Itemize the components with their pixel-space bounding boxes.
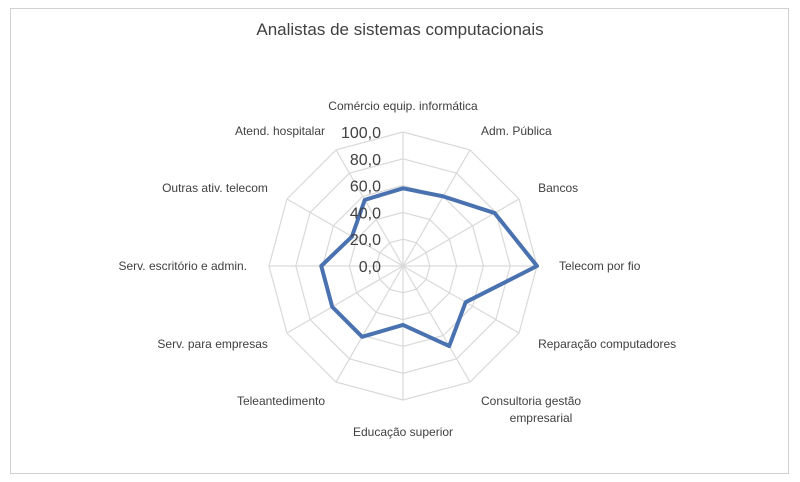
category-label: Bancos (538, 181, 578, 195)
category-label: Reparação computadores (538, 337, 676, 351)
series-layer (319, 186, 539, 349)
category-label: Teleantedimento (237, 394, 325, 408)
category-label: Serv. para empresas (157, 337, 268, 351)
grid-spoke (335, 149, 404, 267)
tick-label: 20,0 (350, 232, 381, 249)
category-label: Comércio equip. informática (328, 99, 478, 113)
chart-title: Analistas de sistemas computacionais (256, 20, 544, 39)
tick-label: 40,0 (350, 205, 381, 222)
tick-labels: 0,0 20,0 40,0 60,0 80,0 100,0 (341, 125, 381, 276)
category-label: Serv. escritório e admin. (119, 259, 248, 273)
grid-spoke (335, 265, 404, 383)
grid-spoke (402, 198, 520, 267)
category-label: Atend. hospitalar (235, 124, 325, 138)
radar-grid (268, 131, 538, 401)
grid-spoke (286, 198, 404, 267)
chart-frame (10, 8, 789, 474)
category-label: Adm. Pública (481, 124, 552, 138)
category-label: Educação superior (353, 425, 453, 439)
grid-spoke (402, 265, 520, 334)
tick-label: 80,0 (350, 152, 381, 169)
category-label: Consultoria gestão empresarial (481, 394, 581, 425)
tick-label: 60,0 (350, 179, 381, 196)
grid-spoke (402, 265, 471, 383)
grid-spoke (286, 265, 404, 334)
tick-label: 100,0 (341, 125, 381, 142)
category-label: Telecom por fio (559, 259, 641, 273)
grid-spoke (402, 149, 471, 267)
category-label: Outras ativ. telecom (162, 181, 268, 195)
tick-label: 0,0 (359, 259, 381, 276)
